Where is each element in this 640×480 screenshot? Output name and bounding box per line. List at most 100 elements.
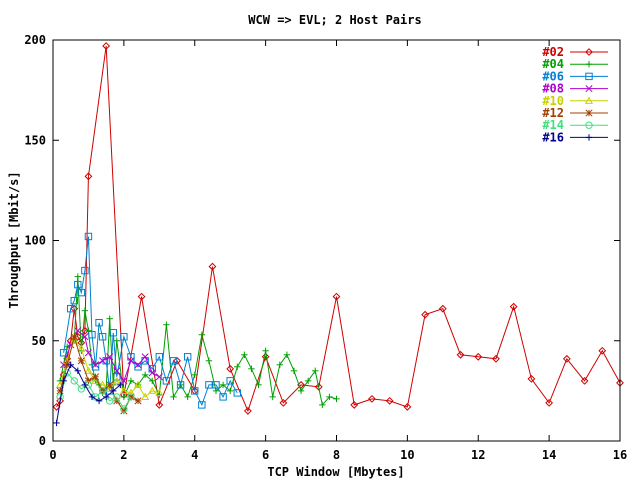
data-point	[91, 373, 100, 381]
data-point	[492, 354, 500, 363]
data-point	[212, 387, 220, 395]
data-point	[219, 393, 227, 401]
data-point	[332, 292, 341, 301]
x-axis-label: TCP Window [Mbytes]	[267, 465, 404, 479]
data-point	[113, 373, 121, 381]
x-tick-label: 0	[49, 448, 56, 462]
data-point	[134, 397, 142, 405]
legend-label: #14	[542, 118, 564, 132]
data-point	[113, 393, 121, 401]
legend-marker	[585, 48, 593, 56]
data-point	[84, 377, 92, 385]
series-16	[53, 361, 124, 427]
data-point	[67, 361, 74, 369]
chart-title: WCW => EVL; 2 Host Pairs	[248, 13, 421, 27]
series-line	[59, 276, 337, 406]
data-point	[91, 363, 100, 371]
data-point	[70, 333, 78, 341]
data-point	[162, 377, 171, 385]
data-point	[155, 401, 164, 409]
data-point	[91, 361, 100, 369]
data-point	[88, 393, 96, 401]
data-point	[438, 304, 447, 313]
legend-marker	[585, 121, 593, 129]
data-point	[81, 266, 89, 275]
data-point	[81, 307, 89, 314]
data-point	[88, 331, 96, 339]
data-point	[304, 377, 312, 385]
legend-label: #04	[542, 57, 564, 71]
data-point	[269, 393, 276, 401]
data-point	[169, 357, 178, 365]
data-point	[74, 367, 82, 375]
data-point	[226, 387, 234, 395]
data-point	[134, 361, 142, 369]
data-point	[333, 395, 340, 403]
x-tick-label: 4	[191, 448, 198, 462]
data-point	[70, 377, 78, 385]
data-point	[456, 350, 465, 359]
data-point	[234, 363, 241, 371]
data-point	[81, 381, 89, 389]
series-line	[56, 45, 621, 413]
data-point	[191, 371, 198, 379]
legend-label: #12	[542, 106, 564, 120]
data-point	[141, 371, 149, 379]
data-point	[117, 381, 124, 389]
data-point	[155, 388, 164, 396]
data-point	[176, 381, 185, 389]
data-point	[98, 333, 107, 341]
series-line	[59, 334, 139, 412]
data-point	[155, 373, 163, 381]
plot-frame	[52, 39, 621, 442]
data-point	[109, 329, 117, 337]
data-point	[141, 392, 150, 400]
data-point	[74, 280, 82, 289]
legend: #02#04#06#08#10#12#14#16	[542, 45, 608, 144]
data-point	[509, 302, 518, 311]
x-tick-label: 8	[333, 448, 340, 462]
y-tick-label: 50	[32, 334, 46, 348]
data-point	[279, 398, 288, 407]
x-tick-label: 12	[471, 448, 485, 462]
data-point	[99, 357, 107, 365]
data-point	[312, 367, 319, 375]
data-point	[53, 419, 60, 427]
data-point	[205, 357, 213, 364]
data-point	[74, 273, 82, 280]
data-point	[148, 386, 157, 394]
data-point	[95, 319, 103, 327]
data-point	[262, 347, 269, 354]
series-08	[60, 327, 163, 385]
y-axis-label: Throughput [Mbit/s]	[7, 171, 21, 308]
data-point	[545, 398, 554, 407]
legend-marker	[585, 85, 593, 93]
data-point	[283, 351, 291, 358]
data-point	[84, 366, 93, 374]
data-point	[183, 353, 192, 361]
data-point	[403, 403, 412, 411]
data-point	[98, 387, 107, 395]
data-point	[84, 232, 93, 241]
data-point	[319, 401, 326, 409]
data-point	[102, 42, 111, 50]
legend-marker	[585, 61, 593, 68]
data-point	[127, 393, 135, 401]
data-point	[106, 381, 114, 389]
data-point	[148, 369, 156, 377]
data-point	[261, 352, 270, 361]
data-point	[120, 405, 128, 413]
series-06	[59, 232, 241, 409]
data-point	[106, 315, 113, 322]
legend-marker	[585, 72, 593, 81]
data-point	[385, 396, 394, 405]
series-02	[52, 42, 624, 415]
legend-label: #06	[542, 69, 564, 83]
data-point	[326, 393, 333, 401]
data-point	[226, 364, 235, 373]
data-point	[155, 353, 164, 361]
data-point	[226, 377, 234, 385]
data-point	[474, 352, 483, 361]
data-point	[81, 333, 89, 341]
x-tick-label: 2	[120, 448, 127, 462]
